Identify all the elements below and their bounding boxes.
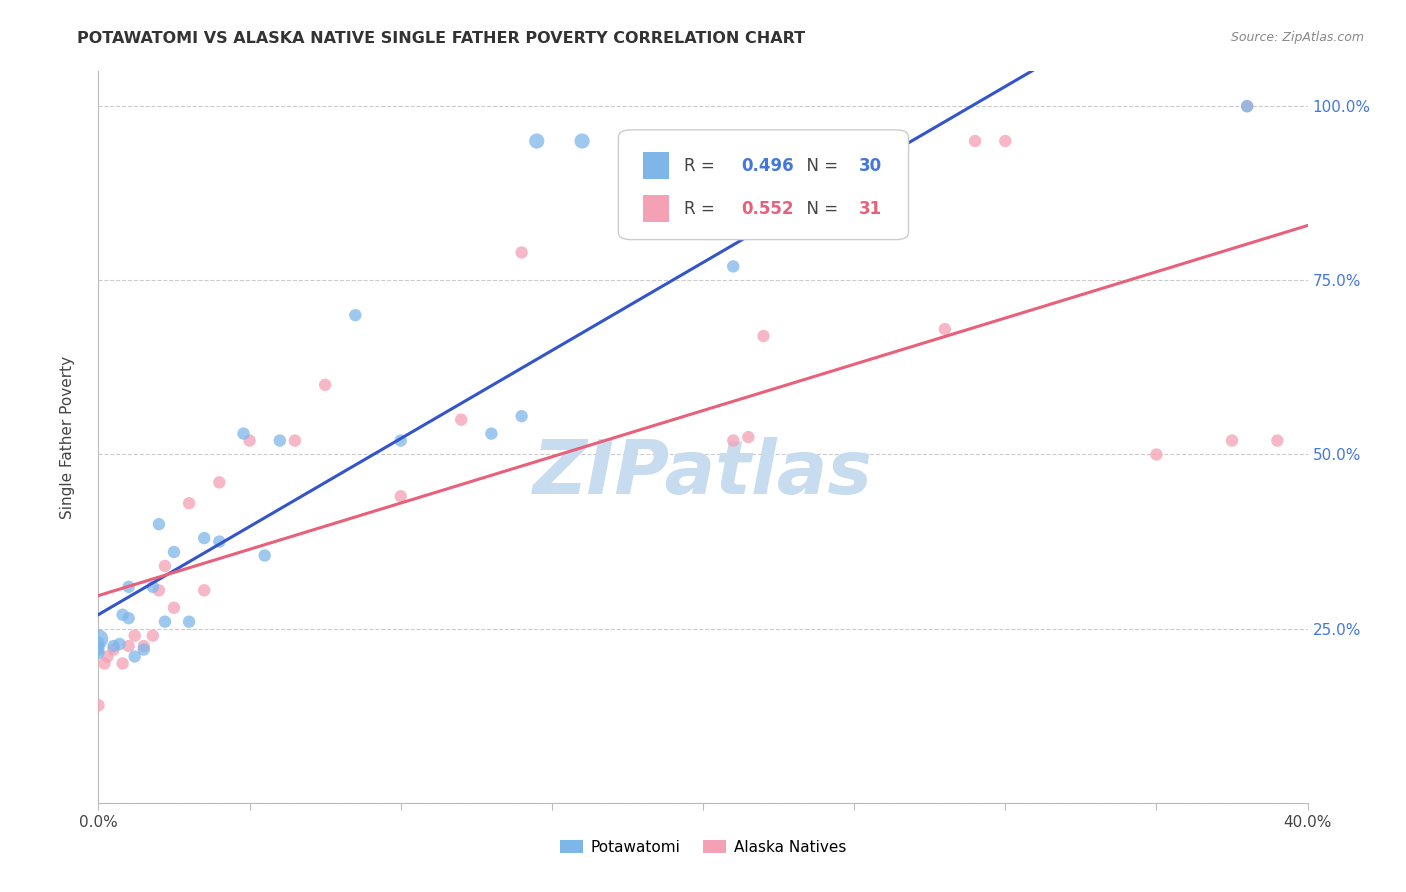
Point — [481, 426, 503, 441]
Point — [314, 377, 336, 392]
Point — [118, 611, 141, 625]
Text: 0.496: 0.496 — [742, 157, 794, 175]
Legend: Potawatomi, Alaska Natives: Potawatomi, Alaska Natives — [554, 834, 852, 861]
Point — [142, 629, 165, 643]
Point — [269, 434, 291, 448]
Point — [87, 632, 110, 646]
Point — [1220, 434, 1243, 448]
Point — [118, 639, 141, 653]
Y-axis label: Single Father Poverty: Single Father Poverty — [60, 356, 75, 518]
Point — [723, 434, 745, 448]
Point — [148, 517, 170, 532]
Point — [1236, 99, 1258, 113]
FancyBboxPatch shape — [619, 130, 908, 240]
Point — [108, 637, 131, 651]
Point — [571, 134, 593, 148]
Point — [1236, 99, 1258, 113]
Point — [450, 412, 472, 426]
Point — [96, 649, 118, 664]
Point — [132, 642, 155, 657]
Point — [118, 580, 141, 594]
Text: POTAWATOMI VS ALASKA NATIVE SINGLE FATHER POVERTY CORRELATION CHART: POTAWATOMI VS ALASKA NATIVE SINGLE FATHE… — [77, 31, 806, 46]
Point — [179, 615, 201, 629]
Point — [232, 426, 254, 441]
Point — [193, 583, 215, 598]
Point — [111, 657, 134, 671]
Point — [526, 134, 548, 148]
Text: N =: N = — [796, 200, 844, 218]
Point — [148, 583, 170, 598]
Point — [153, 558, 176, 573]
Point — [994, 134, 1017, 148]
Point — [103, 639, 125, 653]
Text: R =: R = — [683, 200, 720, 218]
Point — [193, 531, 215, 545]
Text: R =: R = — [683, 157, 720, 175]
FancyBboxPatch shape — [643, 195, 669, 222]
Point — [87, 642, 110, 657]
Point — [153, 615, 176, 629]
Point — [344, 308, 367, 322]
Text: 30: 30 — [859, 157, 882, 175]
Point — [124, 649, 146, 664]
Point — [253, 549, 276, 563]
Text: 31: 31 — [859, 200, 882, 218]
Point — [87, 698, 110, 713]
Point — [752, 329, 775, 343]
Text: 0.552: 0.552 — [742, 200, 794, 218]
Point — [93, 657, 115, 671]
Point — [163, 545, 186, 559]
Point — [179, 496, 201, 510]
Point — [87, 635, 110, 649]
Point — [965, 134, 987, 148]
Point — [132, 639, 155, 653]
FancyBboxPatch shape — [643, 153, 669, 179]
Point — [208, 475, 231, 490]
Point — [284, 434, 307, 448]
Point — [87, 639, 110, 653]
Point — [103, 642, 125, 657]
Point — [111, 607, 134, 622]
Point — [1144, 448, 1167, 462]
Text: ZIPatlas: ZIPatlas — [533, 437, 873, 510]
Point — [723, 260, 745, 274]
Text: Source: ZipAtlas.com: Source: ZipAtlas.com — [1230, 31, 1364, 45]
Point — [389, 489, 412, 503]
Point — [737, 430, 759, 444]
Point — [1267, 434, 1289, 448]
Point — [124, 629, 146, 643]
Text: N =: N = — [796, 157, 844, 175]
Point — [87, 646, 110, 660]
Point — [208, 534, 231, 549]
Point — [510, 409, 533, 424]
Point — [163, 600, 186, 615]
Point — [934, 322, 956, 336]
Point — [389, 434, 412, 448]
Point — [142, 580, 165, 594]
Point — [510, 245, 533, 260]
Point — [239, 434, 262, 448]
